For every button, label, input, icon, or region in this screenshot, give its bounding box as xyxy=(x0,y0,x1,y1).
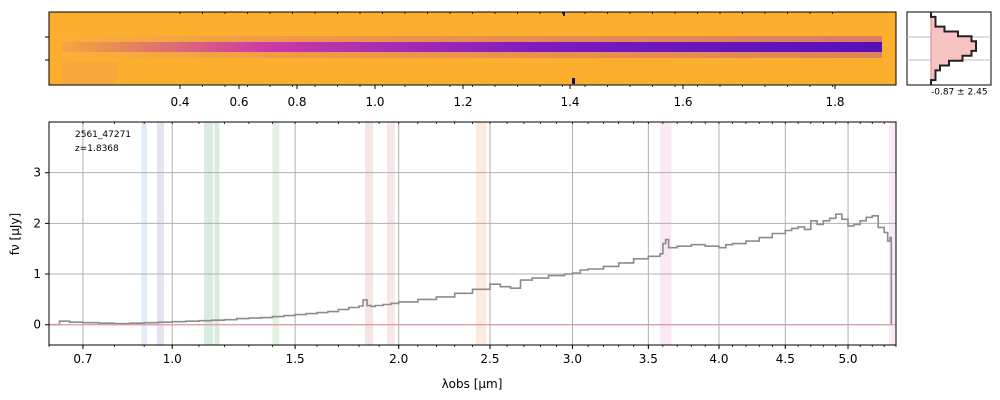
top-tick-label-1: 0.6 xyxy=(229,95,248,109)
histogram-annotation: -0.87 ± 2.45 xyxy=(931,88,988,98)
histogram-bars xyxy=(930,12,977,85)
spectrum-2d-trace xyxy=(62,42,882,52)
spectrum-2d-soft-band-lower xyxy=(62,52,882,58)
emission-band-7 xyxy=(476,122,487,345)
emission-band-1 xyxy=(141,122,148,345)
x-tick-label-4: 2.5 xyxy=(480,352,499,366)
emission-band-2 xyxy=(204,122,214,345)
emission-band-6 xyxy=(387,122,395,345)
top-tick-label-7: 1.8 xyxy=(825,95,844,109)
spectrum-2d-artifact-top xyxy=(563,12,565,16)
x-tick-label-3: 2.0 xyxy=(389,352,408,366)
x-tick-label-8: 4.5 xyxy=(776,352,795,366)
spectrum-2d-panel: 0.4 0.6 0.8 1.0 1.2 1.4 1.6 1.8 xyxy=(45,11,897,109)
x-axis-label: λobs [μm] xyxy=(442,377,503,391)
y-tick-label-0: 0 xyxy=(33,318,41,332)
histogram-outline xyxy=(930,12,977,85)
x-tick-label-0: 0.7 xyxy=(73,352,92,366)
redshift-label: z=1.8368 xyxy=(75,144,119,154)
y-tick-label-3: 3 xyxy=(33,166,41,180)
top-tick-label-6: 1.6 xyxy=(673,95,692,109)
x-tick-label-6: 3.5 xyxy=(639,352,658,366)
spectrum-series xyxy=(49,213,893,326)
spectrum-2d-left-block xyxy=(62,62,117,84)
spectrum-1d-plot-area xyxy=(49,122,896,345)
x-tick-label-9: 5.0 xyxy=(838,352,857,366)
emission-band-0 xyxy=(156,122,164,345)
x-tick-label-2: 1.5 xyxy=(286,352,305,366)
spectrum-1d-panel: 0.7 1.0 1.5 2.0 2.5 3.0 3.5 4.0 4.5 5.0 0 1 2 3 2561… xyxy=(8,121,897,391)
emission-band-4 xyxy=(272,122,280,345)
top-tick-label-4: 1.2 xyxy=(453,95,472,109)
x-tick-label-5: 3.0 xyxy=(563,352,582,366)
top-tick-label-5: 1.4 xyxy=(560,95,579,109)
y-tick-label-1: 1 xyxy=(33,267,41,281)
spectrum-2d-soft-band-upper xyxy=(62,36,882,42)
y-axis-label: fν [μJy] xyxy=(8,213,22,255)
histogram-panel: -0.87 ± 2.45 xyxy=(906,11,992,98)
top-tick-label-0: 0.4 xyxy=(170,95,189,109)
x-tick-label-1: 1.0 xyxy=(163,352,182,366)
emission-line-bands xyxy=(141,122,896,345)
series-line-flux xyxy=(49,213,893,326)
x-axis: 0.7 1.0 1.5 2.0 2.5 3.0 3.5 4.0 4.5 5.0 xyxy=(48,122,897,366)
x-tick-label-7: 4.0 xyxy=(709,352,728,366)
object-id-label: 2561_47271 xyxy=(75,130,131,140)
emission-band-3 xyxy=(214,122,220,345)
top-tick-label-3: 1.0 xyxy=(365,95,384,109)
emission-band-8 xyxy=(659,122,672,345)
y-tick-label-2: 2 xyxy=(33,216,41,230)
spectrum-2d-top-axis: 0.4 0.6 0.8 1.0 1.2 1.4 1.6 1.8 xyxy=(45,12,845,109)
emission-band-9 xyxy=(888,122,896,345)
y-axis: 0 1 2 3 xyxy=(33,166,49,332)
top-tick-label-2: 0.8 xyxy=(287,95,306,109)
emission-band-5 xyxy=(365,122,374,345)
spectrum-2d-artifact-bottom xyxy=(572,78,575,84)
